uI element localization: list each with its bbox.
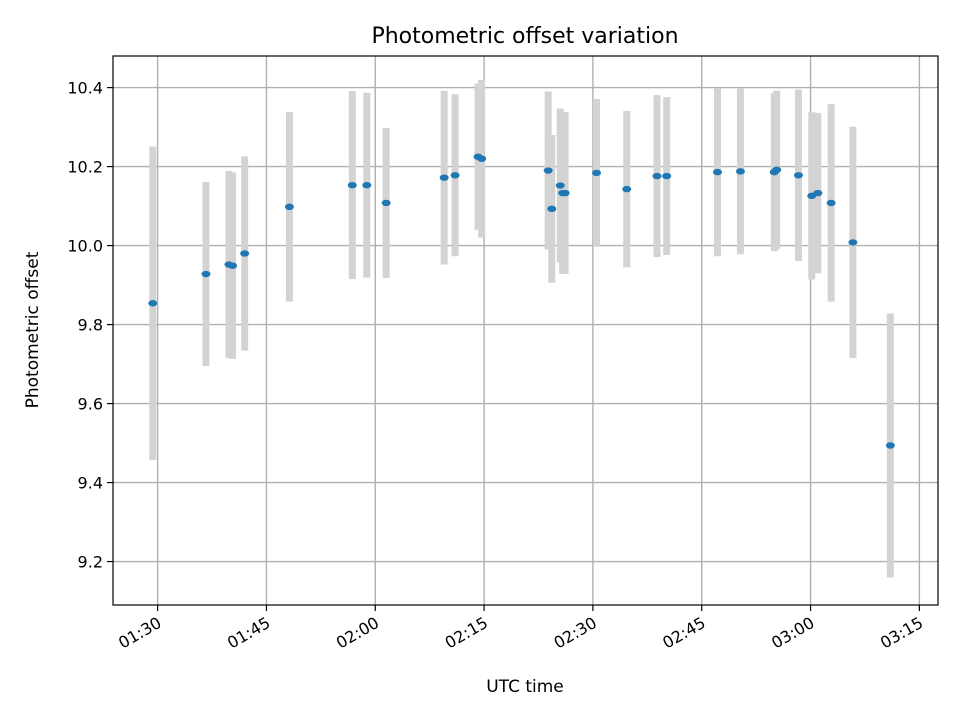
data-point xyxy=(555,182,565,189)
data-point xyxy=(381,199,391,207)
y-tick-label: 10.0 xyxy=(67,237,103,256)
data-point xyxy=(240,250,250,257)
data-point xyxy=(560,189,570,197)
data-point xyxy=(622,185,632,193)
x-axis-label: UTC time xyxy=(486,677,564,697)
data-point xyxy=(826,199,836,207)
data-point xyxy=(813,189,823,197)
y-tick-label: 9.4 xyxy=(78,474,103,493)
data-point xyxy=(439,174,449,181)
data-point xyxy=(592,169,602,177)
data-point xyxy=(652,172,662,180)
data-point xyxy=(450,172,460,179)
y-tick-label: 9.6 xyxy=(78,395,103,414)
y-tick-label: 10.4 xyxy=(67,79,103,98)
data-point xyxy=(477,155,487,162)
y-tick-label: 10.2 xyxy=(67,158,103,177)
y-tick-label: 9.2 xyxy=(78,553,103,572)
data-point xyxy=(662,172,672,180)
data-point xyxy=(793,172,803,179)
data-point xyxy=(712,168,722,176)
data-point xyxy=(885,442,895,449)
y-axis-label: Photometric offset xyxy=(23,251,43,408)
data-point xyxy=(228,262,238,269)
y-tick-label: 9.8 xyxy=(78,316,103,335)
data-point xyxy=(772,166,782,173)
data-point xyxy=(735,168,745,175)
plot-frame xyxy=(112,55,939,606)
data-point xyxy=(362,181,372,189)
data-point xyxy=(848,239,858,246)
data-point xyxy=(543,167,553,174)
grid-lines xyxy=(113,56,938,605)
chart-title: Photometric offset variation xyxy=(371,24,678,49)
data-point xyxy=(148,300,158,307)
data-points xyxy=(148,153,895,449)
data-point xyxy=(347,181,357,189)
y-axis-ticks: 9.2 9.4 9.6 9.8 10.0 10.2 10.4 xyxy=(67,79,113,572)
data-point xyxy=(284,203,294,211)
data-point xyxy=(547,205,557,213)
data-point xyxy=(201,270,211,278)
